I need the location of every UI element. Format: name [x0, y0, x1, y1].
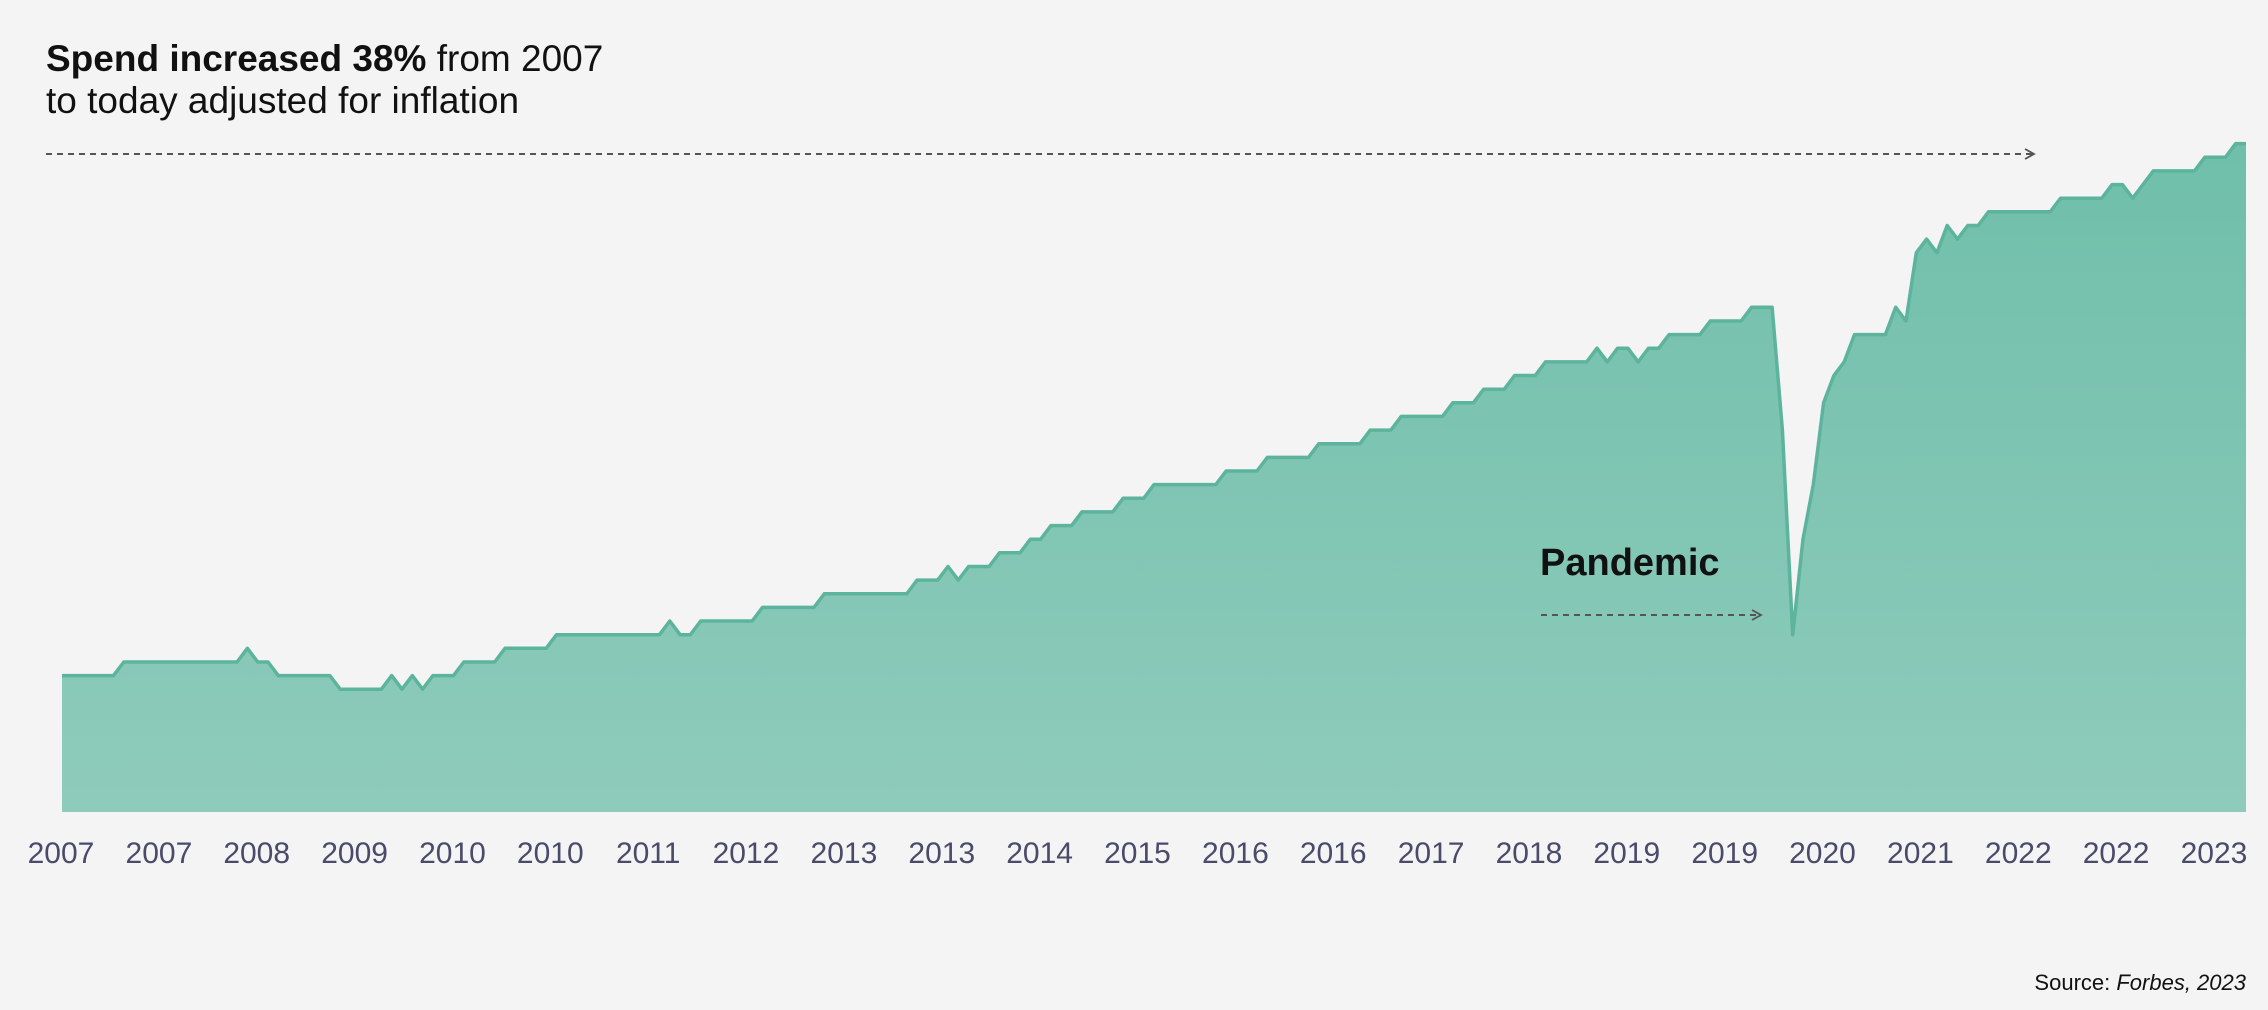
x-tick-label: 2019 [1593, 837, 1660, 870]
series-line [62, 141, 2246, 691]
x-tick-label: 2007 [28, 837, 95, 870]
x-tick-label: 2013 [908, 837, 975, 870]
x-tick-label: 2021 [1887, 837, 1954, 870]
source-prefix: Source: [2034, 970, 2117, 995]
x-tick-label: 2022 [1985, 837, 2052, 870]
x-tick-label: 2018 [1496, 837, 1563, 870]
x-tick-label: 2012 [713, 837, 780, 870]
pandemic-annotation: Pandemic [1540, 542, 1720, 584]
x-tick-label: 2010 [419, 837, 486, 870]
x-tick-label: 2011 [616, 837, 681, 870]
series-area [62, 143, 2246, 813]
source-credit: Source: Forbes, 2023 [2034, 970, 2246, 996]
x-tick-label: 2020 [1789, 837, 1856, 870]
x-tick-label: 2022 [2083, 837, 2150, 870]
x-tick-label: 2019 [1691, 837, 1758, 870]
x-tick-label: 2008 [223, 837, 290, 870]
x-tick-label: 2009 [321, 837, 388, 870]
x-tick-label: 2016 [1300, 837, 1367, 870]
source-name: Forbes, 2023 [2116, 970, 2246, 995]
x-tick-label: 2007 [126, 837, 193, 870]
headline-rest: from 2007 [426, 38, 604, 79]
x-tick-label: 2013 [811, 837, 878, 870]
x-axis-tick-labels: 2007 2007 2008 2009 2010 2010 2011 2012 2013 2013… [28, 837, 2248, 870]
x-tick-label: 2015 [1104, 837, 1171, 870]
headline-annotation: Spend increased 38% from 2007 to today a… [46, 38, 603, 122]
headline-line2: to today adjusted for inflation [46, 80, 520, 121]
x-tick-label: 2014 [1006, 837, 1073, 870]
headline-bold: Spend increased 38% [46, 38, 427, 79]
x-tick-label: 2016 [1202, 837, 1269, 870]
x-tick-label: 2017 [1398, 837, 1465, 870]
x-tick-label: 2023 [2181, 837, 2248, 870]
x-tick-label: 2010 [517, 837, 584, 870]
